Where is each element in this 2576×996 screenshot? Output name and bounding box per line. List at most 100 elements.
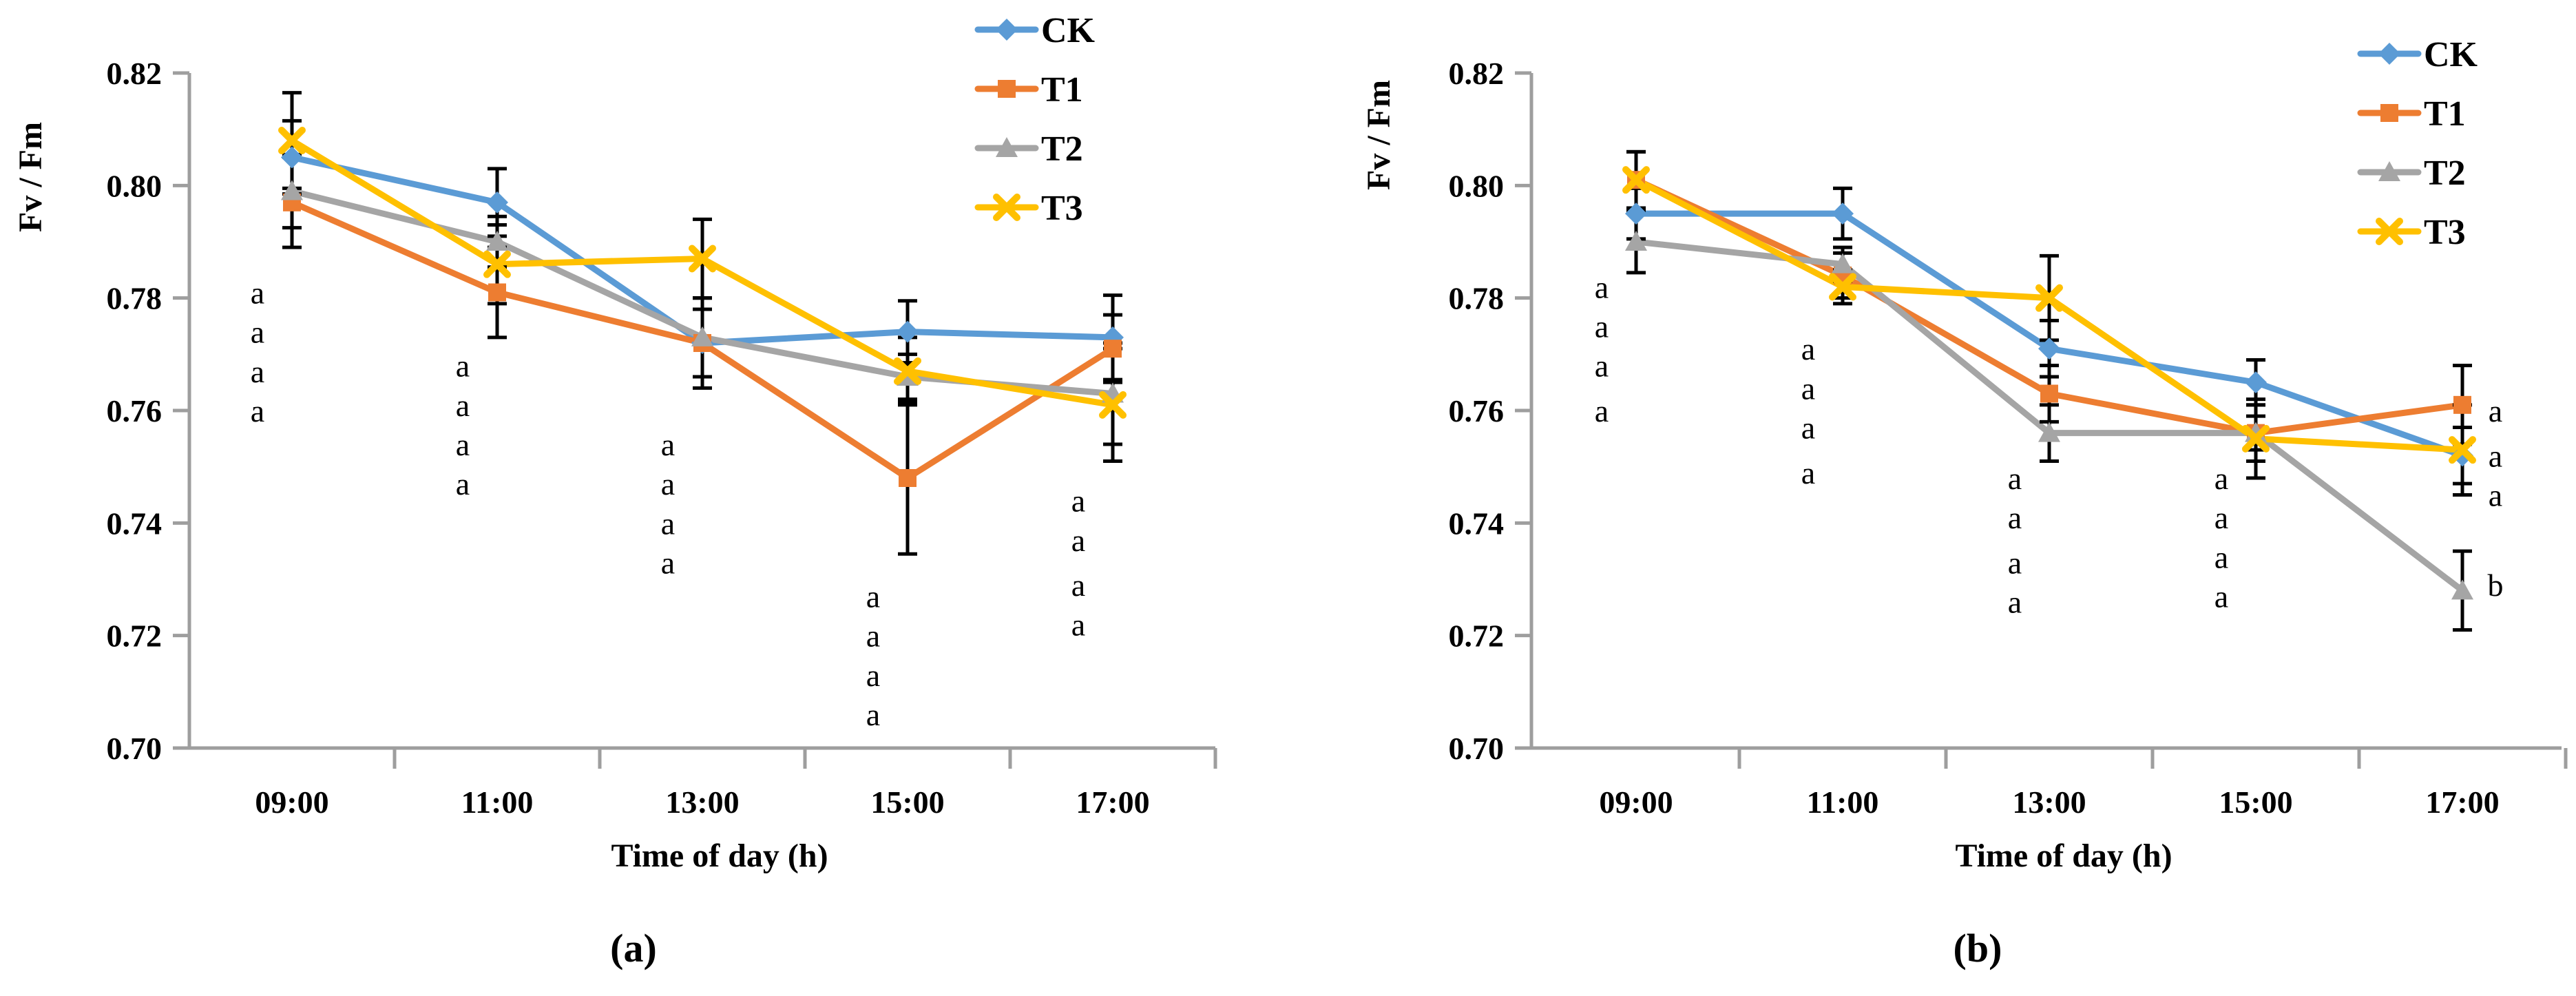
triangle-marker-icon (281, 180, 303, 200)
sig-letter-17:00-2: a (1071, 568, 1085, 603)
diamond-marker-icon (486, 191, 508, 214)
y-tick-label: 0.76 (107, 393, 163, 428)
legend-item-T3: T3 (974, 189, 1083, 228)
diamond-marker-icon (2378, 43, 2400, 65)
square-marker-icon (998, 80, 1016, 98)
sig-letter-09:00-0: a (1595, 269, 1609, 304)
x-tick-label: 11:00 (461, 785, 534, 820)
sig-letter-13:00-0: a (2008, 461, 2022, 496)
legend-item-T2: T2 (974, 129, 1083, 169)
legend-label-CK: CK (2424, 35, 2478, 74)
sig-letter-09:00-3: a (1595, 393, 1609, 428)
sig-letter-09:00-1: a (251, 315, 264, 350)
y-tick-label: 0.82 (1449, 56, 1505, 91)
sig-letter-13:00-3: a (2008, 585, 2022, 620)
square-marker-icon (488, 283, 506, 302)
sig-letter-09:00-2: a (1595, 349, 1609, 384)
x-tick-label: 11:00 (1807, 785, 1879, 820)
triangle-marker-icon (1832, 253, 1854, 273)
y-tick-label: 0.72 (107, 619, 163, 654)
triangle-marker-icon (2378, 161, 2400, 181)
x-marker-stroke (2376, 218, 2403, 245)
square-marker-icon (899, 469, 917, 487)
sig-letter-11:00-2: a (456, 427, 470, 462)
panel-label-b: (b) (1954, 926, 2002, 971)
diamond-marker-icon (1625, 203, 1647, 225)
y-tick-label: 0.78 (1449, 281, 1505, 316)
sig-letter-13:00-2: a (2008, 546, 2022, 581)
legend-item-CK: CK (2357, 35, 2478, 74)
sig-letter-15:00-1: a (866, 619, 880, 654)
sig-letter-13:00-1: a (661, 466, 675, 501)
sig-letter-17:00-1: a (1071, 523, 1085, 558)
y-tick-label: 0.74 (1449, 506, 1505, 541)
chart-svg-a: 0.70 0.72 0.74 0.76 0.78 0.80 0.82 09:00 11:00 13… (12, 11, 1217, 971)
y-tick-label: 0.80 (1449, 168, 1505, 203)
sig-letter-17:00-0: a (1071, 484, 1085, 519)
x-marker-icon (689, 245, 716, 273)
legend-label-T3: T3 (1041, 189, 1083, 228)
diamond-marker-icon (2451, 444, 2473, 467)
x-axis-title: Time of day (h) (611, 838, 828, 874)
sig-letter-11:00-0: a (1801, 331, 1815, 366)
legend-item-T1: T1 (2357, 94, 2466, 134)
sig-letter-15:00-2: a (866, 658, 880, 693)
x-marker-icon (2376, 218, 2403, 245)
triangle-marker-icon (486, 231, 508, 251)
sig-letter-15:00-3: a (2214, 579, 2228, 614)
triangle-marker-icon (691, 326, 713, 346)
legend-label-T1: T1 (1041, 70, 1083, 110)
y-axis-title: Fv / Fm (12, 122, 49, 232)
x-marker-stroke (2035, 284, 2063, 312)
sig-letter-11:00-3: a (1801, 455, 1815, 490)
sig-letter-17:00-2: a (2489, 478, 2502, 513)
triangle-marker-icon (2451, 579, 2473, 600)
x-marker-stroke (2242, 424, 2270, 453)
x-marker-stroke (689, 245, 716, 273)
x-marker-icon (278, 127, 306, 154)
legend-label-CK: CK (1041, 11, 1096, 50)
sig-letter-17:00-1: a (2489, 438, 2502, 473)
square-marker-icon (2380, 104, 2398, 122)
legend-label-T3: T3 (2424, 213, 2466, 252)
sig-letter-17:00-0: a (2489, 393, 2502, 428)
x-tick-label: 15:00 (2219, 785, 2292, 820)
diamond-marker-icon (897, 320, 919, 343)
sig-letter-15:00-1: a (2214, 500, 2228, 535)
x-marker-icon (483, 250, 511, 278)
sig-letter-13:00-0: a (661, 427, 675, 462)
square-marker-icon (1104, 340, 1122, 358)
y-tick-label: 0.70 (107, 731, 163, 766)
x-marker-icon (894, 357, 921, 385)
chart-panel-b: 0.70 0.72 0.74 0.76 0.78 0.80 0.82 09:00 11:00 13… (1288, 0, 2576, 993)
x-tick-label: 09:00 (1599, 785, 1673, 820)
x-tick-label: 13:00 (665, 785, 739, 820)
chart-svg-b: 0.70 0.72 0.74 0.76 0.78 0.80 0.82 09:00 11:00 13… (1361, 35, 2568, 971)
sig-letter-15:00-2: a (2214, 539, 2228, 574)
x-marker-stroke (2449, 436, 2476, 464)
x-marker-icon (2242, 424, 2270, 453)
legend-item-T1: T1 (974, 70, 1083, 110)
sig-letter-13:00-1: a (2008, 500, 2022, 535)
diamond-marker-icon (281, 146, 303, 169)
x-marker-stroke (1829, 273, 1856, 301)
sig-letter-11:00-3: a (456, 466, 470, 501)
y-tick-label: 0.74 (107, 506, 163, 541)
chart-panel-a: 0.70 0.72 0.74 0.76 0.78 0.80 0.82 09:00 11:00 13… (0, 0, 1288, 993)
diamond-marker-icon (2245, 371, 2267, 394)
x-marker-stroke (483, 250, 511, 278)
x-tick-label: 15:00 (870, 785, 944, 820)
panel-label-a: (a) (610, 926, 657, 971)
x-marker-stroke (1099, 391, 1127, 419)
x-tick-label: 09:00 (255, 785, 328, 820)
sig-letter-15:00-0: a (2214, 461, 2228, 496)
sig-letter-17:00-3: b (2488, 568, 2504, 603)
x-marker-icon (2449, 436, 2476, 464)
sig-letter-09:00-3: a (251, 393, 264, 428)
y-tick-label: 0.72 (1449, 619, 1505, 654)
sig-letter-15:00-3: a (866, 697, 880, 732)
y-tick-label: 0.78 (107, 281, 163, 316)
sig-letter-09:00-0: a (251, 276, 264, 311)
diamond-marker-icon (2038, 338, 2060, 360)
triangle-marker-icon (996, 137, 1018, 157)
